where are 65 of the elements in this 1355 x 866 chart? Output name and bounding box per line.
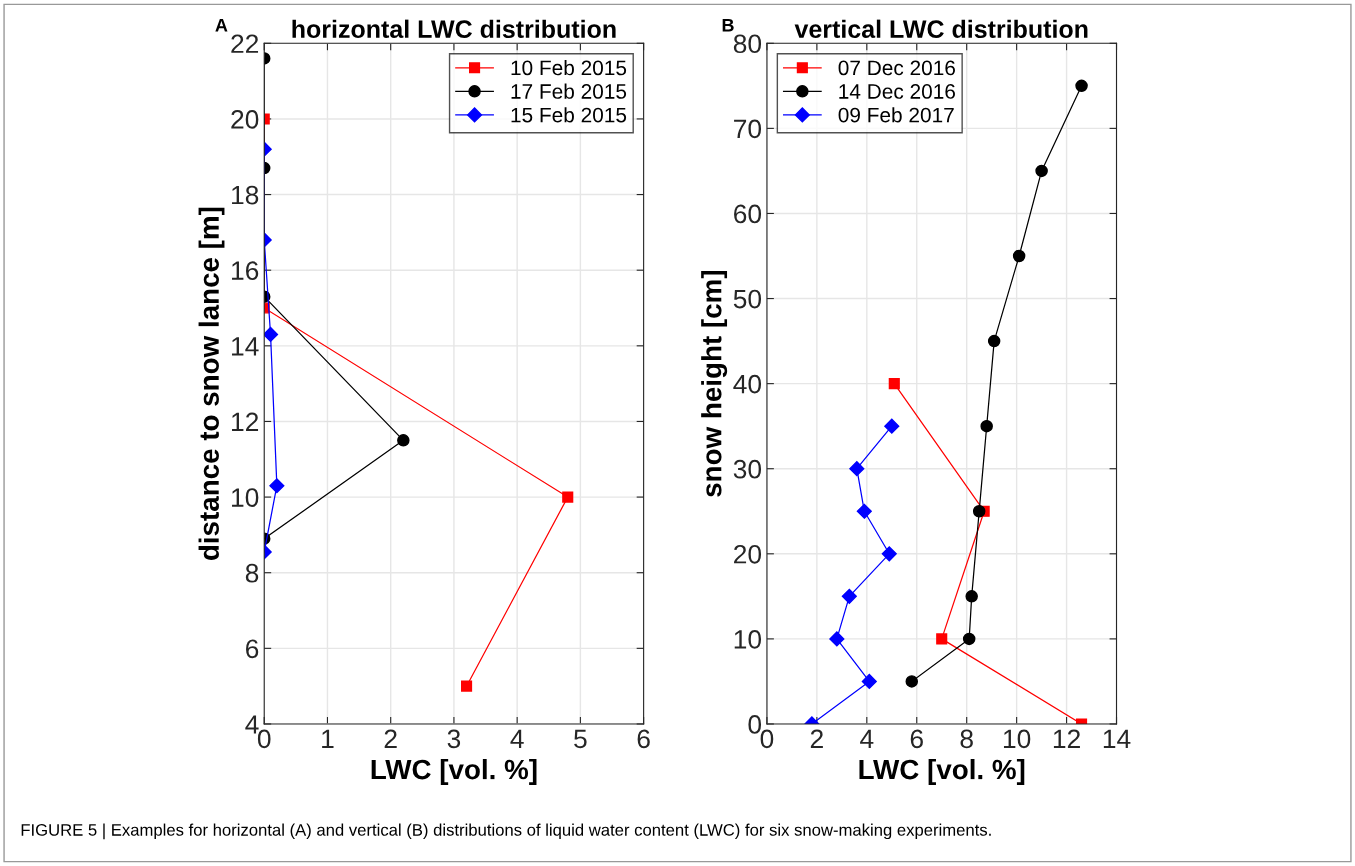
y-tick-label: 18 <box>232 185 259 205</box>
y-tick-label: 22 <box>231 34 259 53</box>
point <box>841 588 857 604</box>
x-axis-title: LWC [vol. %] <box>371 758 537 785</box>
caption: FIGURE 5 | Examples for horizontal (A) and vertical (B) distributions of liquid water content (LWC) for six snow-making experiments. <box>21 823 991 840</box>
text: B <box>722 18 734 32</box>
chart-title: vertical LWC distribution <box>794 19 1088 38</box>
y-tick-label: 6 <box>246 639 259 659</box>
chart-title: horizontal LWC distribution <box>292 19 616 38</box>
legend-label: 17 Feb 2015 <box>511 83 627 99</box>
point <box>965 590 978 603</box>
x-tick-label: 6 <box>910 729 923 749</box>
point <box>888 378 900 390</box>
text: A <box>215 18 228 32</box>
x-tick-label: 4 <box>860 729 874 748</box>
point <box>962 632 976 646</box>
legend-label: 10 Feb 2015 <box>511 59 627 76</box>
x-tick-label: 4 <box>510 729 524 748</box>
point <box>987 334 1001 348</box>
y-axis-title: snow height [cm] <box>701 270 728 497</box>
y-tick-label: 0 <box>748 715 762 734</box>
x-axis-title: LWC [vol. %] <box>859 758 1025 785</box>
x-tick-label: 1 <box>322 729 334 748</box>
y-tick-label: 60 <box>734 204 762 224</box>
x-tick-label: 5 <box>574 729 587 749</box>
y-tick-label: 14 <box>232 337 259 356</box>
point <box>1075 79 1088 93</box>
point <box>1035 164 1048 178</box>
y-tick-label: 12 <box>232 412 259 432</box>
legend-label: 14 Dec 2016 <box>839 84 955 99</box>
point <box>980 419 993 433</box>
point <box>972 505 986 518</box>
y-tick-label: 10 <box>734 630 762 649</box>
point <box>861 673 877 690</box>
y-tick-label: 40 <box>733 374 762 394</box>
point <box>1012 249 1026 263</box>
point <box>881 546 897 562</box>
point <box>849 461 865 477</box>
y-tick-label: 70 <box>734 119 762 139</box>
point <box>856 503 872 519</box>
x-tick-label: 12 <box>1053 729 1080 748</box>
y-tick-label: 20 <box>734 544 762 564</box>
y-tick-label: 16 <box>232 261 259 281</box>
legend-label: 07 Dec 2016 <box>838 60 955 76</box>
y-tick-label: 4 <box>245 715 259 734</box>
point <box>884 418 900 434</box>
x-tick-label: 10 <box>1003 729 1031 749</box>
point <box>905 675 919 688</box>
y-tick-label: 20 <box>231 110 259 129</box>
y-tick-label: 30 <box>733 459 762 479</box>
y-tick-label: 10 <box>232 488 259 507</box>
x-tick-label: 2 <box>384 729 397 748</box>
point <box>936 633 948 645</box>
y-axis-title: distance to snow lance [m] <box>198 207 225 560</box>
legend-label: 15 Feb 2015 <box>511 107 627 123</box>
x-tick-label: 6 <box>637 729 650 749</box>
y-tick-label: 80 <box>733 34 762 54</box>
y-tick-label: 8 <box>245 563 259 583</box>
x-tick-label: 3 <box>447 729 461 749</box>
x-tick-label: 8 <box>960 729 973 749</box>
point <box>829 631 845 647</box>
y-tick-label: 50 <box>733 289 762 309</box>
x-tick-label: 14 <box>1103 729 1131 748</box>
legend-label: 09 Feb 2017 <box>838 107 954 123</box>
x-tick-label: 2 <box>810 729 823 748</box>
